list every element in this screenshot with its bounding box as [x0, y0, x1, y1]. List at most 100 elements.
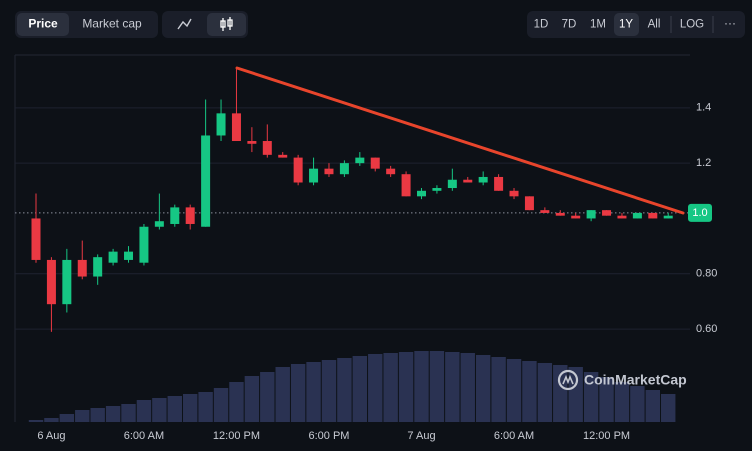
volume-bar	[59, 414, 75, 422]
y-tick-label: 1.2	[696, 157, 711, 169]
candle-active[interactable]	[207, 13, 246, 36]
candle-body	[262, 141, 272, 155]
volume-bar	[167, 396, 182, 422]
candle-body	[648, 212, 658, 219]
candle-body	[339, 163, 349, 175]
volume-bar	[306, 362, 321, 422]
volume-bar	[28, 420, 44, 422]
candle-body	[463, 179, 473, 183]
volume-bar	[583, 372, 599, 422]
x-tick-label: 12:00 PM	[583, 430, 630, 442]
volume-bar	[614, 382, 630, 422]
candle-body	[139, 226, 149, 263]
volume-bar	[645, 390, 661, 422]
candle-body	[602, 210, 612, 216]
volume-bar	[260, 372, 275, 422]
candle-body	[293, 157, 303, 183]
tab-market-cap[interactable]: Market cap	[82, 17, 142, 31]
candle-body	[432, 188, 442, 191]
candle-body	[478, 176, 488, 183]
y-tick-label: 0.80	[696, 268, 717, 280]
candle-body	[309, 168, 319, 183]
candle-body	[93, 257, 103, 277]
candle-body	[324, 168, 334, 175]
candle-body	[124, 251, 134, 260]
range-1y[interactable]: 1Y	[619, 19, 633, 31]
volume-bar	[522, 361, 537, 422]
line-icon[interactable]	[177, 18, 192, 30]
volume-bar	[105, 406, 121, 422]
range-1m[interactable]: 1M	[590, 19, 606, 31]
candle-icon[interactable]	[220, 17, 233, 31]
candle-body	[571, 215, 581, 219]
volume-bar	[44, 418, 59, 422]
candle-body	[247, 141, 257, 144]
volume-bar	[429, 351, 445, 422]
candle-body	[62, 259, 72, 305]
volume-bar	[198, 392, 213, 422]
candle-body	[31, 218, 41, 260]
more-button[interactable]: ···	[724, 16, 736, 30]
candle-body	[216, 113, 226, 136]
candle-body	[46, 259, 56, 305]
volume-bar	[352, 356, 368, 422]
x-tick-label: 6:00 AM	[124, 430, 164, 442]
volume-bar	[475, 355, 491, 422]
candle-body	[154, 221, 164, 227]
x-tick-label: 6:00 AM	[494, 430, 534, 442]
range-all[interactable]: All	[648, 19, 661, 31]
candle-body	[540, 210, 550, 213]
candle-body	[201, 135, 211, 227]
y-tick-label: 0.60	[696, 323, 717, 335]
volume-bar	[537, 363, 553, 422]
volume-bar	[337, 358, 352, 422]
volume-bar	[152, 398, 167, 422]
range-active[interactable]	[614, 13, 639, 36]
candle-body	[555, 212, 565, 216]
volume-bar	[630, 386, 645, 422]
volume-bar	[229, 382, 244, 422]
volume-bar	[398, 352, 414, 422]
volume-bar	[90, 408, 105, 422]
x-tick-label: 12:00 PM	[213, 430, 260, 442]
tab-price[interactable]: Price	[28, 17, 58, 31]
candle-body	[617, 215, 627, 219]
volume-bar	[290, 364, 306, 422]
volume-bar	[460, 353, 475, 422]
volume-bar	[244, 376, 260, 422]
log-toggle[interactable]: LOG	[680, 19, 704, 31]
candle-body	[447, 179, 457, 189]
volume-bar	[506, 359, 522, 422]
tab-active[interactable]	[17, 13, 69, 36]
candle-body	[370, 157, 380, 169]
candle-body	[185, 207, 195, 224]
volume-bar	[553, 365, 568, 422]
logo-mark	[562, 374, 574, 385]
x-tick-label: 7 Aug	[407, 430, 435, 442]
candle-body	[586, 210, 596, 219]
candle-body	[401, 174, 411, 197]
candle-body	[494, 176, 504, 191]
candle-body	[386, 168, 396, 175]
volume-bar	[213, 388, 229, 422]
candle-body	[108, 251, 118, 263]
volume-bar	[275, 367, 290, 422]
volume-bar	[368, 354, 383, 422]
volume-bar	[599, 377, 614, 422]
volume-bar	[445, 352, 460, 422]
volume-bar	[383, 353, 398, 422]
volume-bar	[414, 351, 429, 422]
range-7d[interactable]: 7D	[562, 19, 577, 31]
last-price-label: 1.0	[692, 207, 707, 219]
volume-bar	[321, 360, 337, 422]
candle-body	[632, 212, 642, 219]
last-price-badge	[688, 203, 712, 222]
candle-body	[509, 190, 519, 197]
range-1d[interactable]: 1D	[534, 19, 549, 31]
volume-bar	[75, 410, 90, 422]
y-tick-label: 1.4	[696, 102, 711, 114]
x-tick-label: 6:00 PM	[308, 430, 349, 442]
volume-bar	[121, 404, 136, 422]
candle-body	[77, 259, 87, 277]
